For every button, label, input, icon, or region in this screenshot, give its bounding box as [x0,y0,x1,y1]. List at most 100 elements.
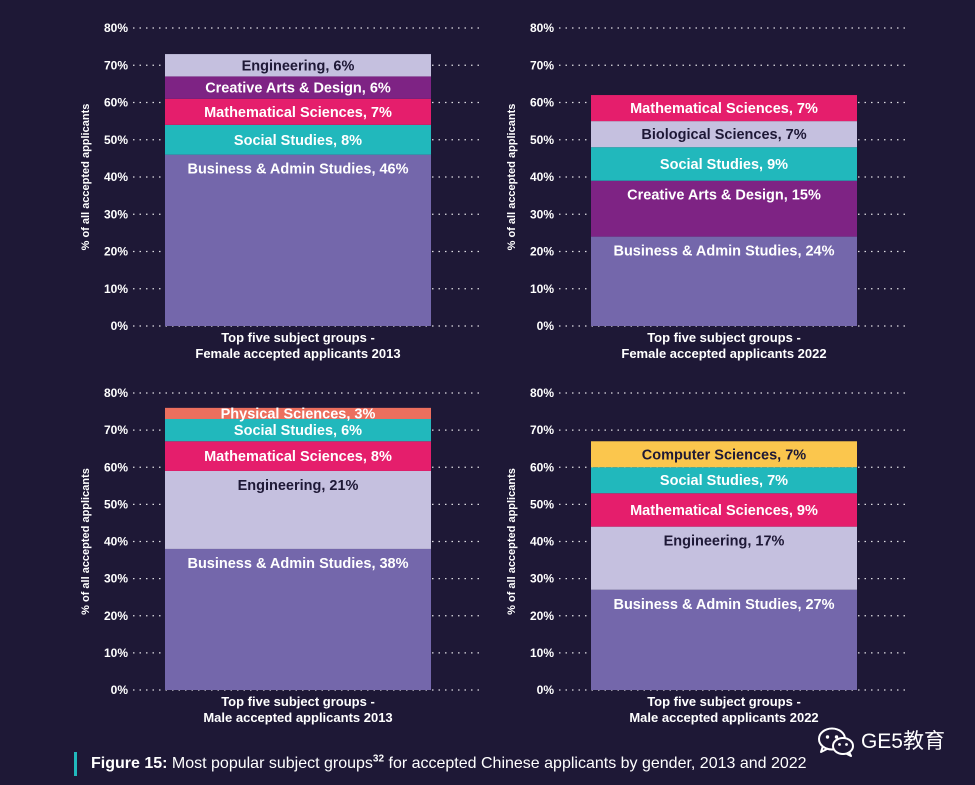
y-tick-label: 50% [530,497,554,511]
y-tick-label: 20% [104,609,128,623]
segment-label: Biological Sciences, 7% [641,127,806,143]
bar-segment-social-studies [591,147,857,181]
chart-title: Top five subject groups - [647,330,801,345]
bar-segment-creative-arts-design [591,180,857,237]
y-tick-label: 30% [104,572,128,586]
y-tick-label: 10% [104,646,128,660]
segment-label: Business & Admin Studies, 27% [613,597,834,613]
y-tick-label: 50% [530,133,554,147]
bar-segment-social-studies [165,124,431,155]
y-tick-label: 70% [104,58,128,72]
y-tick-label: 30% [104,207,128,221]
y-tick-label: 60% [530,460,554,474]
segment-label: Social Studies, 8% [234,133,362,149]
y-axis-title: % of all accepted applicants [506,104,518,251]
chart-subtitle: Male accepted applicants 2013 [203,710,392,725]
segment-label: Business & Admin Studies, 24% [613,244,834,260]
y-tick-label: 30% [530,207,554,221]
caption-label: Figure 15: [91,755,168,772]
y-tick-label: 10% [530,646,554,660]
segment-label: Mathematical Sciences, 7% [630,101,818,117]
segment-label: Mathematical Sciences, 7% [204,105,392,121]
y-tick-label: 40% [530,535,554,549]
segment-label: Physical Sciences, 3% [221,406,376,422]
bar-segment-business-admin-studies [165,154,431,326]
chart-female-2013: 0% 10% 20% 30% 40% 50% 60% 70% 80% % of all accep… [80,21,480,361]
segment-label: Business & Admin Studies, 38% [187,556,408,572]
segment-label: Social Studies, 7% [660,473,788,489]
bar-segment-mathematical-sciences [165,98,431,125]
y-tick-label: 20% [104,245,128,259]
figure-caption: Figure 15: Most popular subject groups32… [74,752,807,776]
y-tick-label: 70% [530,423,554,437]
bar-segment-social-studies [591,467,857,494]
bar-segment-mathematical-sciences [591,493,857,527]
y-tick-label: 60% [104,96,128,110]
segment-label: Business & Admin Studies, 46% [187,162,408,178]
chart-subtitle: Male accepted applicants 2022 [629,710,818,725]
segment-label: Computer Sciences, 7% [642,447,806,463]
chart-female-2022: 0% 10% 20% 30% 40% 50% 60% 70% 80% % of all accep… [506,21,906,361]
segment-label: Social Studies, 9% [660,157,788,173]
caption-text: Most popular subject groups [167,755,373,772]
bar-segment-social-studies [165,418,431,442]
bar-segment-mathematical-sciences [591,95,857,122]
segment-label: Creative Arts & Design, 6% [205,81,391,97]
bar-segment-engineering [165,470,431,549]
y-tick-label: 0% [537,319,555,333]
y-tick-label: 10% [530,282,554,296]
bar-segment-creative-arts-design [165,76,431,99]
bar-segment-biological-sciences [591,121,857,148]
chart-male-2022: 0% 10% 20% 30% 40% 50% 60% 70% 80% % of all accep… [506,386,906,725]
y-tick-label: 20% [530,245,554,259]
y-axis-title: % of all accepted applicants [80,468,92,615]
y-tick-label: 50% [104,133,128,147]
y-tick-label: 20% [530,609,554,623]
y-tick-label: 0% [111,319,129,333]
chart-subtitle: Female accepted applicants 2013 [195,346,400,361]
bar-segment-engineering [591,526,857,590]
watermark: GE5教育 [817,727,945,757]
y-tick-label: 50% [104,497,128,511]
chart-subtitle: Female accepted applicants 2022 [621,346,826,361]
segment-label: Mathematical Sciences, 9% [630,503,818,519]
y-tick-label: 40% [530,170,554,184]
segment-label: Social Studies, 6% [234,423,362,439]
segment-label: Creative Arts & Design, 15% [627,188,821,204]
y-axis-title: % of all accepted applicants [506,468,518,615]
y-tick-label: 80% [530,21,554,35]
bar-segment-physical-sciences [165,407,431,419]
y-tick-label: 70% [530,58,554,72]
y-tick-label: 60% [104,460,128,474]
chart-title: Top five subject groups - [221,694,375,709]
bar-segment-business-admin-studies [591,236,857,326]
bar-segment-computer-sciences [591,441,857,468]
chart-title: Top five subject groups - [647,694,801,709]
watermark-text: GE5教育 [860,730,945,753]
bar-segment-engineering [165,54,431,77]
segment-label: Engineering, 21% [238,478,359,494]
y-tick-label: 40% [104,170,128,184]
y-tick-label: 10% [104,282,128,296]
stacked-bar-charts: 0% 10% 20% 30% 40% 50% 60% 70% 80% % of all accep… [80,21,906,725]
y-axis-title: % of all accepted applicants [80,104,92,251]
y-tick-label: 0% [537,683,555,697]
caption-text-after: for accepted Chinese applicants by gende… [384,755,807,772]
chart-title: Top five subject groups - [221,330,375,345]
segment-label: Engineering, 6% [242,58,355,74]
y-tick-label: 30% [530,572,554,586]
y-tick-label: 40% [104,535,128,549]
segment-label: Mathematical Sciences, 8% [204,449,392,465]
y-tick-label: 80% [530,386,554,400]
caption-superscript: 32 [372,753,385,765]
y-tick-label: 60% [530,96,554,110]
wechat-icon [817,727,854,757]
chart-male-2013: 0% 10% 20% 30% 40% 50% 60% 70% 80% % of all accep… [80,386,480,725]
y-tick-label: 80% [104,21,128,35]
bar-segment-business-admin-studies [591,589,857,690]
bar-segment-mathematical-sciences [165,441,431,471]
y-tick-label: 0% [111,683,129,697]
segment-label: Engineering, 17% [664,534,785,550]
y-tick-label: 80% [104,386,128,400]
bar-segment-business-admin-studies [165,548,431,690]
